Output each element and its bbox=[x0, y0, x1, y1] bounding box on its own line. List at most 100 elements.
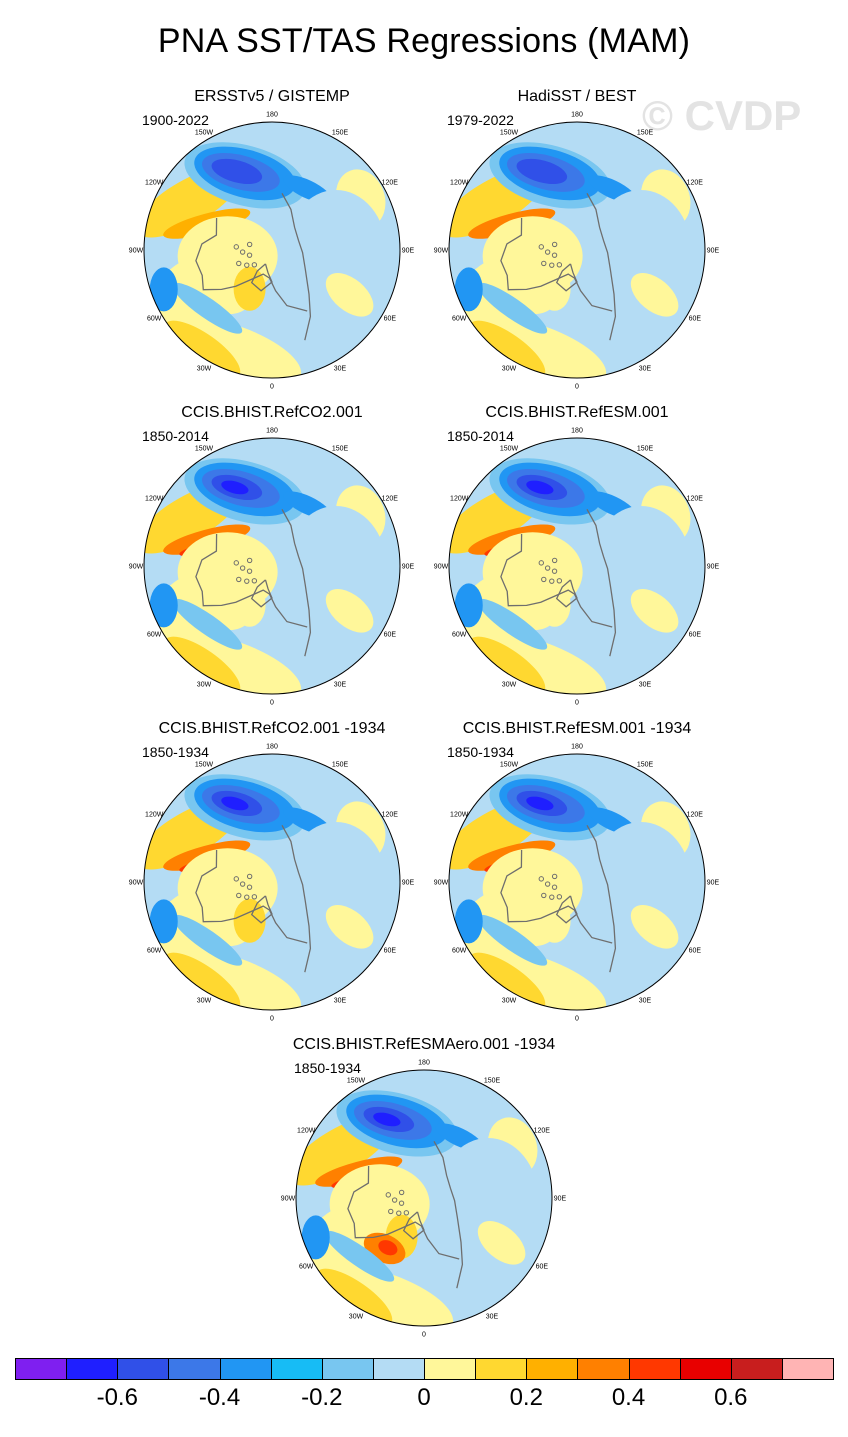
coastline bbox=[195, 849, 308, 944]
colorbar-tick-label: -0.2 bbox=[301, 1384, 343, 1411]
longitude-label: 60W bbox=[147, 948, 162, 955]
longitude-label: 180 bbox=[266, 112, 278, 119]
coastline bbox=[544, 881, 551, 887]
coastline bbox=[239, 565, 246, 571]
map-border bbox=[295, 1069, 553, 1327]
map-panel: 180 150E 120E 90E 60E 30E 0 30W 60W 90W 120W 150W H… bbox=[427, 88, 727, 391]
coastline bbox=[195, 533, 308, 628]
cold-anomaly bbox=[221, 480, 249, 495]
longitude-label: 60E bbox=[689, 632, 702, 639]
coastline bbox=[433, 1140, 464, 1289]
longitude-label: 30E bbox=[334, 681, 347, 688]
longitude-label: 180 bbox=[418, 1060, 430, 1067]
cold-anomaly bbox=[526, 796, 554, 811]
coastline bbox=[551, 873, 558, 880]
coastline bbox=[549, 578, 555, 584]
land-cool bbox=[591, 190, 691, 310]
cold-anomaly bbox=[221, 796, 249, 811]
longitude-label: 0 bbox=[270, 700, 274, 707]
cold-anomaly bbox=[454, 267, 483, 312]
land-cool bbox=[591, 506, 691, 626]
longitude-label: 150E bbox=[332, 446, 349, 453]
longitude-label: 120W bbox=[297, 1128, 316, 1135]
warm-anomaly bbox=[316, 1268, 393, 1326]
coastline bbox=[239, 249, 246, 255]
coastline bbox=[551, 568, 558, 574]
longitude-label: 30E bbox=[639, 997, 652, 1004]
warm-anomaly bbox=[325, 273, 374, 317]
warm-anomaly bbox=[469, 952, 546, 1010]
colorbar-box bbox=[321, 1358, 374, 1380]
map-border bbox=[448, 121, 706, 379]
longitude-label: 150W bbox=[500, 446, 519, 453]
coastline bbox=[538, 244, 544, 250]
cold-anomaly bbox=[516, 158, 568, 185]
coastline bbox=[250, 895, 273, 924]
coastline bbox=[251, 578, 258, 584]
colorbar-tick-label: 0.6 bbox=[714, 1384, 748, 1411]
colorbar-box bbox=[168, 1358, 221, 1380]
panel-title: CCIS.BHIST.RefCO2.001 bbox=[181, 404, 363, 421]
warm-anomaly bbox=[630, 273, 679, 317]
colorbar-tick-label: 0 bbox=[417, 1384, 431, 1411]
longitude-label: 150E bbox=[637, 762, 654, 769]
longitude-label: 150E bbox=[637, 130, 654, 137]
coastline bbox=[500, 217, 613, 312]
coastline bbox=[233, 876, 239, 882]
longitude-label: 180 bbox=[266, 744, 278, 751]
map-panel: 180 150E 120E 90E 60E 30E 0 30W 60W 90W 120W 150W C… bbox=[274, 1036, 574, 1339]
coastline bbox=[500, 533, 613, 628]
panel-title: HadiSST / BEST bbox=[517, 88, 637, 105]
coastline bbox=[556, 578, 563, 584]
coastline bbox=[551, 252, 558, 258]
coastline bbox=[541, 892, 547, 899]
longitude-label: 60E bbox=[689, 948, 702, 955]
polar-map: 180 150E 120E 90E 60E 30E 0 30W 60W 90W 120W 150W bbox=[434, 744, 720, 1023]
panel-years: 1979-2022 bbox=[447, 112, 514, 128]
longitude-label: 90E bbox=[402, 564, 415, 571]
warm-anomaly bbox=[164, 952, 241, 1010]
coastline bbox=[236, 260, 242, 267]
cold-anomaly bbox=[454, 583, 483, 628]
coastline bbox=[233, 244, 239, 250]
warm-anomaly bbox=[469, 320, 546, 378]
longitude-label: 0 bbox=[270, 384, 274, 391]
longitude-label: 60W bbox=[452, 948, 467, 955]
longitude-label: 60E bbox=[384, 948, 397, 955]
longitude-label: 90W bbox=[434, 564, 449, 571]
land-warm bbox=[233, 582, 266, 627]
cold-anomaly bbox=[172, 598, 243, 650]
cold-anomaly bbox=[301, 1215, 330, 1260]
cold-anomaly bbox=[477, 914, 548, 966]
longitude-label: 60E bbox=[689, 316, 702, 323]
longitude-label: 150W bbox=[195, 130, 214, 137]
warm-anomaly bbox=[164, 320, 241, 378]
coastline bbox=[500, 849, 613, 944]
panel-title: CCIS.BHIST.RefESMAero.001 -1934 bbox=[292, 1036, 556, 1053]
longitude-label: 150W bbox=[195, 762, 214, 769]
longitude-label: 30W bbox=[197, 681, 212, 688]
colorbar-box bbox=[730, 1358, 783, 1380]
coastline bbox=[244, 578, 250, 584]
polar-map: 180 150E 120E 90E 60E 30E 0 30W 60W 90W 120W 150W bbox=[434, 428, 720, 707]
coastline bbox=[385, 1192, 391, 1198]
panel-years: 1850-1934 bbox=[447, 744, 514, 760]
land-cool bbox=[438, 1138, 538, 1258]
longitude-label: 0 bbox=[575, 700, 579, 707]
coastline bbox=[251, 894, 258, 900]
coastline bbox=[544, 249, 551, 255]
colorbar-tick-label: -0.6 bbox=[96, 1384, 138, 1411]
longitude-label: 60E bbox=[384, 632, 397, 639]
cold-anomaly bbox=[149, 899, 178, 944]
colorbar-box bbox=[781, 1358, 834, 1380]
warm-anomaly bbox=[325, 905, 374, 949]
longitude-label: 120W bbox=[450, 812, 469, 819]
longitude-label: 150E bbox=[332, 130, 349, 137]
coastline bbox=[555, 579, 578, 608]
coastline bbox=[541, 260, 547, 267]
land-warm bbox=[233, 898, 266, 943]
warm-anomaly bbox=[630, 589, 679, 633]
longitude-label: 150E bbox=[637, 446, 654, 453]
warm-anomaly bbox=[378, 1240, 398, 1256]
map-border bbox=[448, 753, 706, 1011]
